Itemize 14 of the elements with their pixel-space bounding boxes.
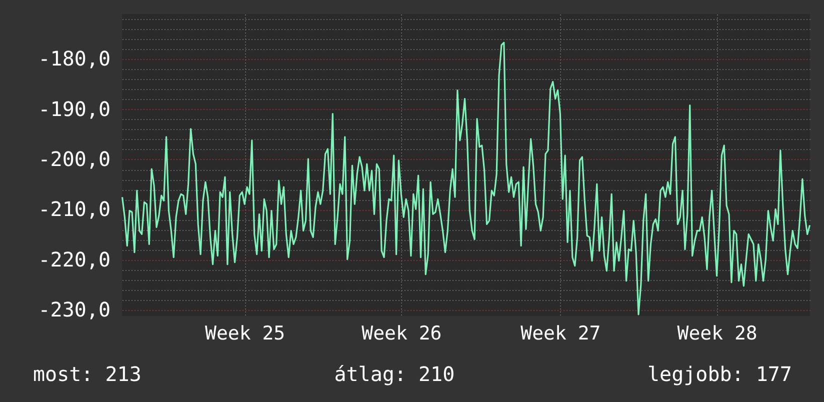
y-tick-label: -210,0 [38, 197, 110, 222]
y-tick-label: -230,0 [38, 297, 110, 322]
text: átlag: 210 [334, 362, 455, 386]
x-tick-label: Week 27 [520, 322, 601, 344]
x-tick-label: Week 26 [362, 322, 442, 344]
y-tick-label: -180,0 [38, 46, 110, 71]
line-series [121, 42, 811, 316]
y-tick-label: -220,0 [38, 247, 110, 272]
y-tick-label: -190,0 [38, 96, 110, 121]
x-tick-label: Week 25 [205, 322, 286, 344]
x-tick-label: Week 28 [677, 322, 758, 344]
text: most: 213 [33, 362, 142, 386]
text: legjobb: 177 [647, 362, 792, 386]
y-tick-label: -200,0 [38, 146, 110, 171]
